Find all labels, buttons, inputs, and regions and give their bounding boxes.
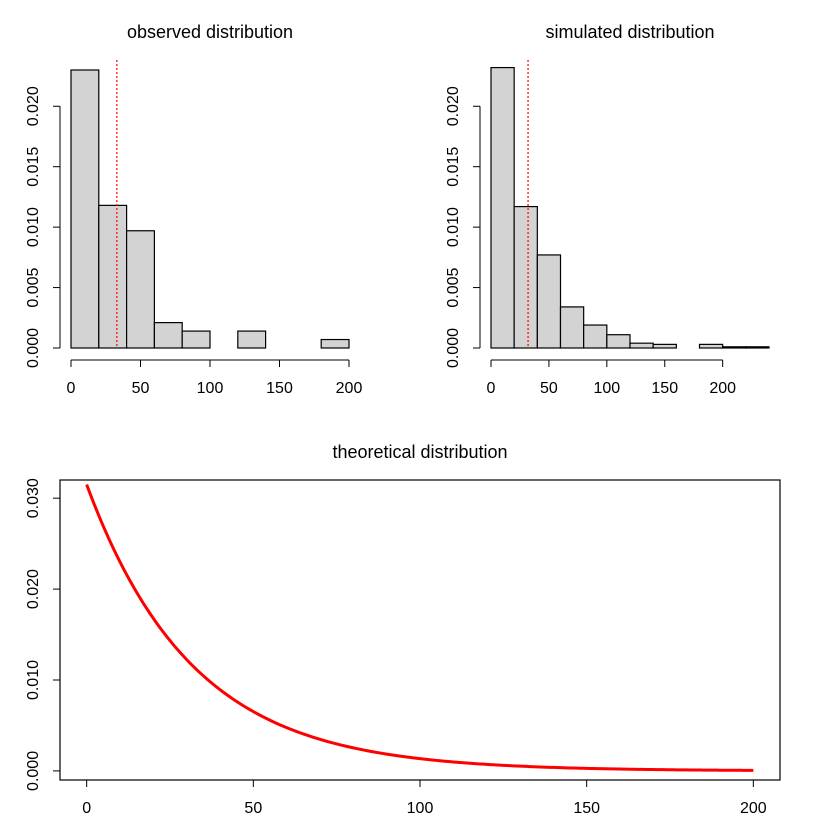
y-tick-label: 0.010	[25, 660, 42, 700]
y-tick-label: 0.030	[25, 478, 42, 518]
x-tick-label: 150	[573, 800, 600, 817]
y-tick-label: 0.015	[25, 147, 42, 187]
histogram-bar	[490, 66, 515, 349]
y-tick-label: 0.010	[25, 207, 42, 247]
y-tick-label: 0.010	[445, 207, 462, 247]
simulated-distribution-panel: simulated distribution 0 50 100 150 200 0.000…	[445, 22, 770, 397]
histogram-bar	[559, 306, 585, 349]
histogram-bar	[513, 205, 538, 349]
histogram-bar	[320, 338, 350, 349]
histogram-bar	[722, 346, 747, 349]
chart-title: theoretical distribution	[332, 442, 507, 462]
histogram-bar	[652, 343, 677, 349]
y-tick-label: 0.000	[25, 328, 42, 368]
x-tick-label: 150	[651, 380, 678, 397]
x-tick-label: 100	[407, 800, 434, 817]
chart-title: observed distribution	[127, 22, 293, 42]
y-tick-label: 0.020	[445, 86, 462, 126]
histogram-bar	[629, 342, 654, 349]
x-tick-label: 0	[487, 380, 496, 397]
histogram-bar	[153, 322, 183, 349]
y-tick-label: 0.015	[445, 147, 462, 187]
histogram-bar	[181, 330, 211, 349]
x-tick-label: 50	[540, 380, 558, 397]
observed-distribution-panel: observed distribution 0 50 100 150 200 0.000 0…	[25, 22, 362, 397]
density-curve	[85, 484, 754, 772]
x-tick-label: 100	[593, 380, 620, 397]
histogram-bar	[70, 69, 100, 349]
y-tick-label: 0.000	[25, 751, 42, 791]
y-tick-label: 0.020	[25, 569, 42, 609]
histogram-bar	[536, 254, 562, 349]
x-tick-label: 50	[244, 800, 262, 817]
histogram-bar	[125, 230, 155, 349]
y-tick-label: 0.005	[25, 267, 42, 307]
plot-frame	[59, 479, 781, 781]
histogram-bar	[237, 330, 267, 349]
x-tick-label: 150	[266, 380, 293, 397]
x-tick-label: 0	[82, 800, 91, 817]
x-tick-label: 100	[197, 380, 224, 397]
y-tick-label: 0.000	[445, 328, 462, 368]
theoretical-distribution-panel: theoretical distribution 0 50 100 150 200 0.0…	[25, 442, 781, 817]
chart-title: simulated distribution	[545, 22, 714, 42]
x-tick-label: 200	[336, 380, 363, 397]
x-tick-label: 200	[740, 800, 767, 817]
histogram-bar	[698, 343, 724, 349]
histogram-bar	[606, 334, 631, 349]
y-tick-label: 0.005	[445, 267, 462, 307]
histogram-bar	[583, 324, 608, 349]
histogram-bar	[98, 204, 128, 349]
y-tick-label: 0.020	[25, 86, 42, 126]
histogram-bar	[745, 346, 770, 349]
x-tick-label: 50	[132, 380, 150, 397]
x-tick-label: 200	[709, 380, 736, 397]
x-tick-label: 0	[67, 380, 76, 397]
